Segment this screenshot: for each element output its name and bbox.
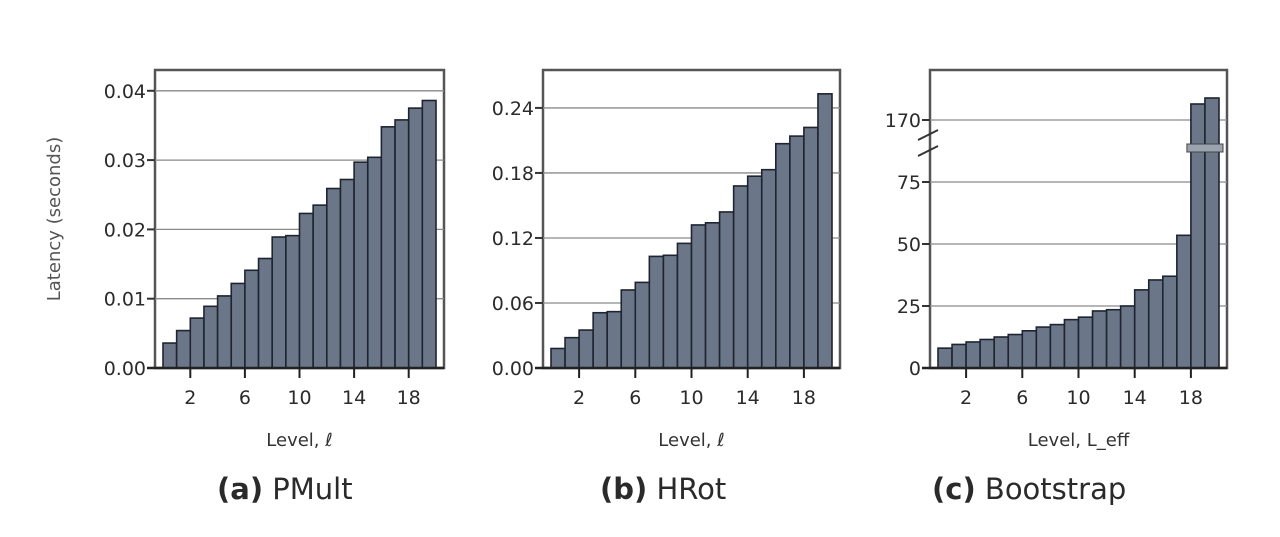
caption-bootstrap: (c) Bootstrap <box>932 472 1126 506</box>
x-tick-label: 2 <box>573 387 585 409</box>
x-tick-label: 10 <box>679 387 703 409</box>
y-tick-label: 0.02 <box>104 219 146 241</box>
bar <box>1007 333 1024 369</box>
axis-break-mark <box>917 145 939 157</box>
x-tick-label: 14 <box>736 387 760 409</box>
x-tick-label: 18 <box>792 387 816 409</box>
caption-pmult: (a) PMult <box>217 472 353 506</box>
x-axis-title: Level, ℓ <box>266 430 332 451</box>
x-tick-label: 6 <box>239 387 251 409</box>
x-tick-label: 18 <box>397 387 421 409</box>
bar <box>937 347 953 369</box>
y-tick-label: 0.03 <box>104 150 146 172</box>
bar <box>1063 318 1080 369</box>
bar <box>1105 308 1122 369</box>
bar <box>993 336 1010 369</box>
bar-break-band <box>1186 143 1224 153</box>
y-tick-label: 25 <box>897 296 921 318</box>
y-tick-label: 50 <box>897 234 921 256</box>
x-tick-label: 2 <box>960 387 972 409</box>
x-tick-label: 14 <box>1123 387 1147 409</box>
y-tick-label: 0.24 <box>492 98 534 120</box>
y-tick-label: 0.18 <box>492 163 534 185</box>
x-tick-label: 10 <box>287 387 311 409</box>
caption-title: Bootstrap <box>984 472 1127 506</box>
x-tick-label: 6 <box>1016 387 1028 409</box>
caption-tag: (a) <box>217 472 264 506</box>
bar <box>979 338 996 369</box>
x-tick-label: 6 <box>629 387 641 409</box>
bar <box>1035 326 1052 369</box>
x-tick-label: 18 <box>1179 387 1203 409</box>
bar <box>1204 97 1220 369</box>
x-axis-title: Level, L_eff <box>1028 430 1130 451</box>
panel-pmult: 0.00 0.01 0.02 0.03 0.04 2 6 10 14 18 Level, ℓ Late… <box>0 0 460 537</box>
bar <box>1091 310 1108 369</box>
bar <box>1049 323 1066 369</box>
x-tick-label: 10 <box>1066 387 1090 409</box>
caption-title: HRot <box>656 472 727 506</box>
y-tick-label: 0.01 <box>104 289 146 311</box>
chart-pmult: 0.00 0.01 0.02 0.03 0.04 2 6 10 14 18 Level, ℓ Late… <box>44 68 446 451</box>
axis-break-mark <box>917 129 939 141</box>
bar <box>965 341 981 369</box>
bar <box>1021 329 1038 369</box>
y-tick-label: 0.00 <box>492 358 534 380</box>
bar <box>1162 275 1178 369</box>
y-tick-label: 75 <box>897 172 921 194</box>
bar <box>1147 279 1164 369</box>
caption-tag: (c) <box>932 472 976 506</box>
caption-title: PMult <box>272 472 353 506</box>
y-tick-label: 0.04 <box>104 81 146 103</box>
y-tick-label: 0.12 <box>492 228 534 250</box>
x-axis-title: Level, ℓ <box>658 430 724 451</box>
bar <box>1119 305 1136 369</box>
bar <box>1176 234 1192 369</box>
x-tick-label: 2 <box>184 387 196 409</box>
bar <box>1133 289 1150 369</box>
y-tick-label: 0.06 <box>492 293 534 315</box>
y-axis-title: Latency (seconds) <box>44 137 65 302</box>
bar <box>1077 316 1094 369</box>
caption-hrot: (b) HRot <box>600 472 726 506</box>
y-tick-label: 0.00 <box>104 358 146 380</box>
caption-tag: (b) <box>600 472 648 506</box>
y-tick-label: 0 <box>909 358 921 380</box>
bar <box>951 343 967 369</box>
y-tick-label: 170 <box>885 110 921 132</box>
x-tick-label: 14 <box>342 387 366 409</box>
